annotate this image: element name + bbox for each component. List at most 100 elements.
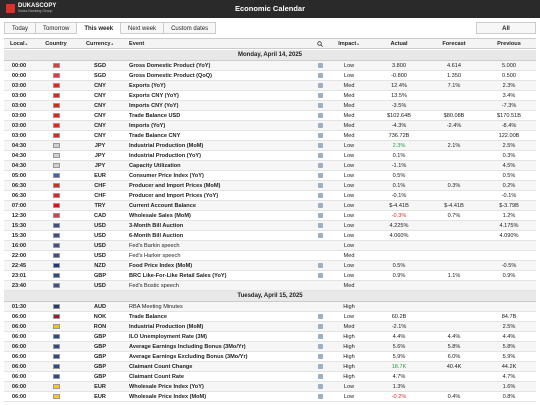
event-row[interactable]: 03:00 CNY Exports CNY (YoY) Med 13.5% 3.4% bbox=[4, 91, 536, 101]
info-icon[interactable] bbox=[318, 153, 323, 158]
time: 06:00 bbox=[11, 393, 27, 400]
actual-value: 4.7% bbox=[392, 373, 406, 380]
event-row[interactable]: 23:01 GBP BRC Like-For-Like Retail Sales (… bbox=[4, 271, 536, 281]
event-row[interactable]: 00:00 SGD Gross Domestic Product (QoQ) Low -… bbox=[4, 71, 536, 81]
info-icon[interactable] bbox=[318, 133, 323, 138]
event-row[interactable]: 06:00 GBP Claimant Count Change High 18.7K 40… bbox=[4, 362, 536, 372]
info-icon[interactable] bbox=[318, 143, 323, 148]
info-icon[interactable] bbox=[318, 103, 323, 108]
info-icon[interactable] bbox=[318, 183, 323, 188]
country-flag-cell bbox=[38, 81, 74, 90]
info-icon[interactable] bbox=[318, 314, 323, 319]
event-row[interactable]: 03:00 CNY Imports (YoY) Med -4.3% -2.4% -8.4% bbox=[4, 121, 536, 131]
info-icon[interactable] bbox=[318, 263, 323, 268]
tab[interactable]: This week bbox=[77, 22, 122, 34]
forecast-value: 1.1% bbox=[447, 272, 461, 279]
event-row[interactable]: 00:00 SGD Gross Domestic Product (YoY) Low 3… bbox=[4, 61, 536, 71]
event-row[interactable]: 06:00 EUR Wholesale Price Index (MoM) Low -0… bbox=[4, 392, 536, 402]
event-row[interactable]: 06:00 RON Industrial Production (MoM) Med -2… bbox=[4, 322, 536, 332]
event-row[interactable]: 03:00 CNY Imports CNY (YoY) Med -3.5% -7.3% bbox=[4, 101, 536, 111]
info-icon[interactable] bbox=[318, 173, 323, 178]
info-icon[interactable] bbox=[318, 364, 323, 369]
info-icon[interactable] bbox=[318, 344, 323, 349]
info-icon[interactable] bbox=[318, 93, 323, 98]
info-icon[interactable] bbox=[318, 354, 323, 359]
event-row[interactable]: 03:00 CNY Trade Balance USD Med $102.64B $80.… bbox=[4, 111, 536, 121]
event-row[interactable]: 16:00 USD Fed's Barkin speech Low bbox=[4, 241, 536, 251]
logo[interactable]: DUKASCOPY Swiss Banking Group bbox=[6, 3, 56, 13]
event-row[interactable]: 06:00 GBP Claimant Count Rate High 4.7% 4.7% bbox=[4, 372, 536, 382]
tab-bar: Today Tomorrow This week Next week Custom da… bbox=[4, 22, 536, 34]
forecast-value: 40.4K bbox=[446, 363, 462, 370]
event-row[interactable]: 06:00 GBP Average Earnings Excluding Bonus… bbox=[4, 352, 536, 362]
event-row[interactable]: 23:40 USD Fed's Bostic speech Med bbox=[4, 281, 536, 291]
event-row[interactable]: 06:00 GBP ILO Unemployment Rate (3M) High 4.… bbox=[4, 332, 536, 342]
country-flag bbox=[52, 183, 60, 188]
info-icon[interactable] bbox=[318, 394, 323, 399]
info-icon[interactable] bbox=[318, 213, 323, 218]
event-row[interactable]: 06:30 CHF Producer and Import Prices (YoY)… bbox=[4, 191, 536, 201]
info-icon[interactable] bbox=[318, 203, 323, 208]
info-icon[interactable] bbox=[318, 163, 323, 168]
previous-value: 0.5% bbox=[502, 172, 516, 179]
event-row[interactable]: 06:00 EUR Wholesale Price Index (YoY) Low 1.… bbox=[4, 382, 536, 392]
info-icon[interactable] bbox=[318, 384, 323, 389]
column-label[interactable]: Currency bbox=[78, 39, 122, 48]
event-row[interactable]: 04:30 JPY Industrial Production (YoY) Low 0.… bbox=[4, 151, 536, 161]
search-icon[interactable] bbox=[316, 39, 324, 48]
info-icon[interactable] bbox=[318, 193, 323, 198]
info-icon[interactable] bbox=[318, 63, 323, 68]
info-icon[interactable] bbox=[318, 123, 323, 128]
event-row[interactable]: 06:00 GBP Average Earnings Including Bonus… bbox=[4, 342, 536, 352]
tab[interactable]: Custom dates bbox=[164, 22, 217, 34]
event-row[interactable]: 06:30 CHF Producer and Import Prices (MoM)… bbox=[4, 181, 536, 191]
event-row[interactable]: 07:00 TRY Current Account Balance Low $-4.41… bbox=[4, 201, 536, 211]
currency: JPY bbox=[94, 142, 106, 149]
event-row[interactable]: 22:45 NZD Food Price Index (MoM) Low 0.5% -0.… bbox=[4, 261, 536, 271]
column-label[interactable]: Impact bbox=[329, 39, 369, 48]
time: 06:00 bbox=[11, 363, 27, 370]
info-icon[interactable] bbox=[318, 83, 323, 88]
currency: CAD bbox=[93, 212, 107, 219]
currency: RON bbox=[93, 323, 107, 330]
event-name: 3-Month Bill Auction bbox=[129, 222, 184, 229]
info-icon[interactable] bbox=[318, 73, 323, 78]
info-icon[interactable] bbox=[318, 324, 323, 329]
country-flag-cell bbox=[38, 322, 74, 331]
info-icon[interactable] bbox=[318, 233, 323, 238]
country-flag bbox=[52, 173, 60, 178]
currency: EUR bbox=[94, 383, 106, 390]
column-label[interactable]: Local bbox=[4, 39, 34, 48]
event-row[interactable]: 03:00 CNY Exports (YoY) Med 12.4% 7.1% 2.3% bbox=[4, 81, 536, 91]
info-icon[interactable] bbox=[318, 273, 323, 278]
event-row[interactable]: 22:00 USD Fed's Harker speech Med bbox=[4, 251, 536, 261]
filter-button[interactable]: All bbox=[476, 22, 536, 34]
actual-value: 12.4% bbox=[391, 82, 407, 89]
info-icon[interactable] bbox=[318, 334, 323, 339]
event-row[interactable]: 15:30 USD 3-Month Bill Auction Low 4.225% 4.1… bbox=[4, 221, 536, 231]
previous-value: 0.500 bbox=[502, 72, 516, 79]
info-icon[interactable] bbox=[318, 113, 323, 118]
event-row[interactable]: 01:30 AUD RBA Meeting Minutes High bbox=[4, 302, 536, 312]
event-row[interactable]: 12:30 CAD Wholesale Sales (MoM) Low -0.3% 0.7… bbox=[4, 211, 536, 221]
time: 04:30 bbox=[11, 152, 27, 159]
event-row[interactable]: 03:00 CNY Trade Balance CNY Med 736.72B 122.0… bbox=[4, 131, 536, 141]
event-name: Trade Balance bbox=[129, 313, 167, 320]
event-row[interactable]: 06:00 NOK Trade Balance Low 60.2B 84.7B bbox=[4, 312, 536, 322]
tab[interactable]: Tomorrow bbox=[36, 22, 78, 34]
tab[interactable]: Today bbox=[4, 22, 37, 34]
event-row[interactable]: 04:30 JPY Capacity Utilization Low -1.1% 4.5% bbox=[4, 161, 536, 171]
info-icon[interactable] bbox=[318, 374, 323, 379]
event-name: Gross Domestic Product (QoQ) bbox=[129, 72, 212, 79]
impact: Low bbox=[343, 232, 355, 239]
previous-value: 1.6% bbox=[502, 383, 516, 390]
event-row[interactable]: 04:30 JPY Industrial Production (MoM) Low 2.… bbox=[4, 141, 536, 151]
event-name: Claimant Count Rate bbox=[129, 373, 185, 380]
event-name: Trade Balance CNY bbox=[129, 132, 181, 139]
info-icon[interactable] bbox=[318, 223, 323, 228]
tab[interactable]: Next week bbox=[121, 22, 165, 34]
info-icon-cell bbox=[317, 201, 324, 210]
event-row[interactable]: 15:30 USD 6-Month Bill Auction Low 4.060% 4.0… bbox=[4, 231, 536, 241]
column-label: Country bbox=[45, 40, 67, 47]
event-row[interactable]: 05:00 EUR Consumer Price Index (YoY) Low 0.5… bbox=[4, 171, 536, 181]
